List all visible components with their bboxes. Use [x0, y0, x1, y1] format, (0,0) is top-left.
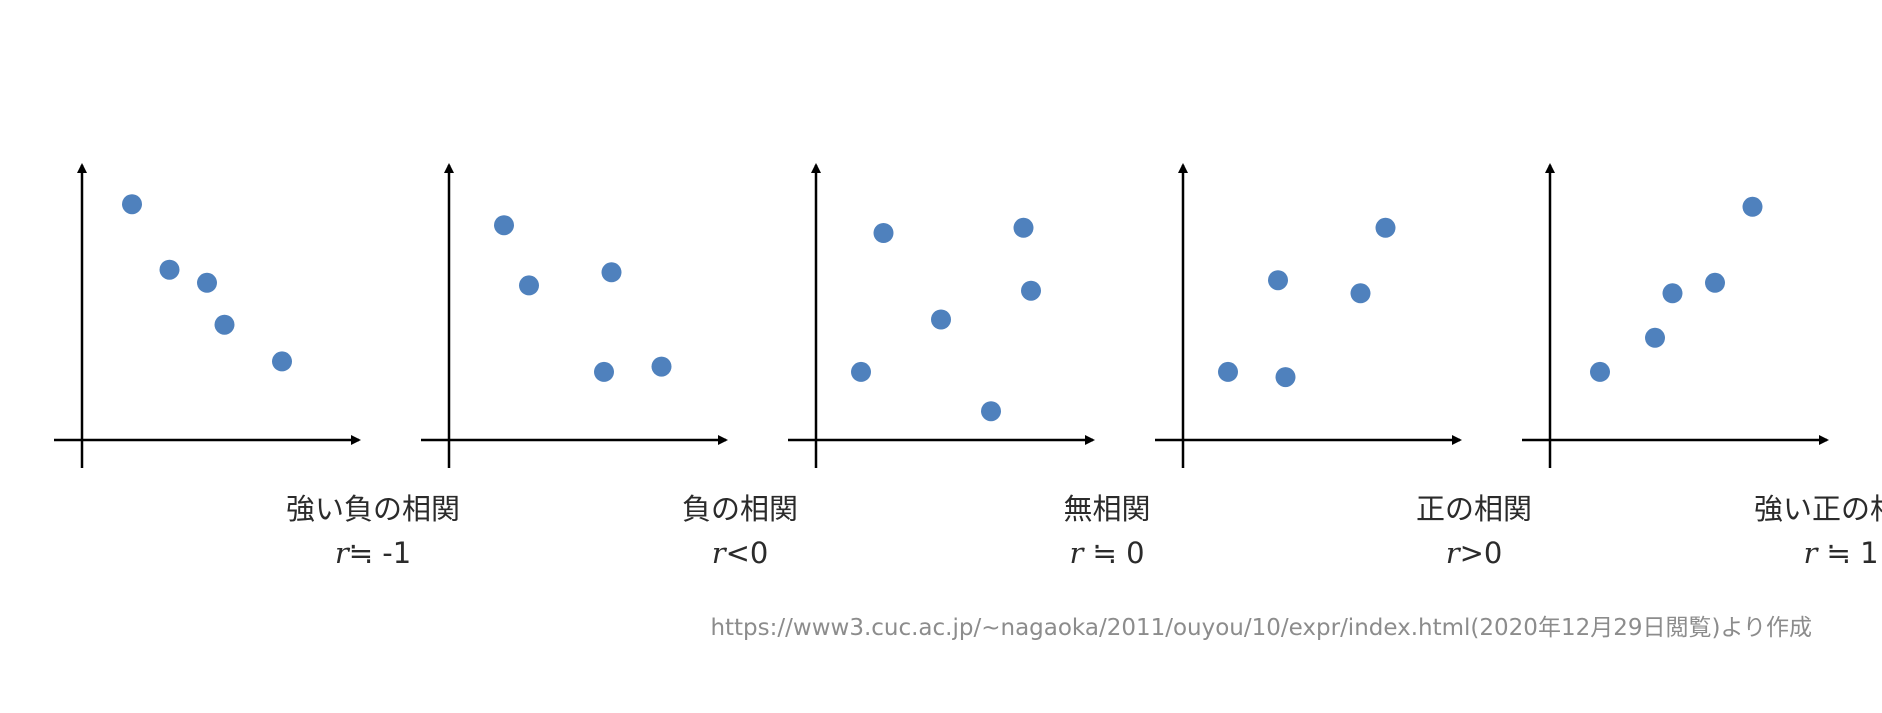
- scatter-point: [931, 309, 951, 330]
- scatter-panel: [1155, 163, 1462, 468]
- scatter-point: [1742, 196, 1763, 217]
- scatter-point: [1590, 361, 1610, 382]
- scatter-panel: [1522, 163, 1829, 468]
- r-relation: ≒ 0: [1083, 536, 1145, 570]
- scatter-point: [981, 401, 1001, 422]
- scatter-point: [197, 272, 217, 293]
- scatter-point: [873, 223, 894, 243]
- scatter-point: [1645, 327, 1665, 348]
- scatter-point: [1705, 272, 1725, 293]
- scatter-panel: [788, 163, 1095, 468]
- r-variable: r: [1069, 536, 1084, 570]
- scatter-point: [851, 361, 871, 382]
- r-relation: <0: [725, 536, 769, 570]
- panel-r-strong-negative: r≒ -1: [213, 536, 533, 570]
- scatter-point: [1275, 367, 1296, 388]
- panel-title-positive: 正の相関: [1415, 492, 1532, 526]
- scatter-point: [272, 351, 292, 372]
- panel-title-strong-negative: 強い負の相関: [285, 492, 460, 526]
- r-relation: ≒ 1: [1817, 536, 1879, 570]
- r-relation: >0: [1459, 536, 1503, 570]
- scatter-point: [1268, 270, 1288, 291]
- scatter-point: [214, 314, 235, 335]
- scatter-point: [1021, 280, 1041, 301]
- panel-r-strong-positive: r ≒ 1: [1681, 536, 1882, 570]
- scatter-point: [601, 262, 622, 283]
- panel-r-no-correlation: r ≒ 0: [947, 536, 1267, 570]
- scatter-point: [1662, 283, 1683, 304]
- scatter-panel: [54, 163, 361, 468]
- panel-title-strong-positive: 強い正の相関: [1753, 492, 1882, 526]
- r-variable: r: [711, 536, 726, 570]
- r-relation: ≒ -1: [348, 536, 412, 570]
- panel-r-negative: r<0: [580, 536, 900, 570]
- scatter-point: [519, 275, 539, 296]
- scatter-point: [1013, 217, 1034, 238]
- scatter-point: [651, 356, 672, 377]
- scatter-point: [594, 361, 614, 382]
- scatter-point: [1218, 361, 1238, 382]
- panel-title-no-correlation: 無相関: [1063, 492, 1151, 526]
- scatter-point: [494, 215, 514, 236]
- r-variable: r: [1445, 536, 1460, 570]
- panel-r-positive: r>0: [1314, 536, 1634, 570]
- scatter-point: [122, 194, 142, 215]
- r-variable: r: [334, 536, 349, 570]
- scatter-panel: [421, 163, 728, 468]
- scatter-point: [1350, 283, 1371, 304]
- scatter-point: [159, 259, 180, 280]
- scatter-point: [1375, 217, 1396, 238]
- r-variable: r: [1803, 536, 1818, 570]
- source-note: https://www3.cuc.ac.jp/~nagaoka/2011/ouy…: [710, 615, 1812, 641]
- panel-title-negative: 負の相関: [681, 492, 798, 526]
